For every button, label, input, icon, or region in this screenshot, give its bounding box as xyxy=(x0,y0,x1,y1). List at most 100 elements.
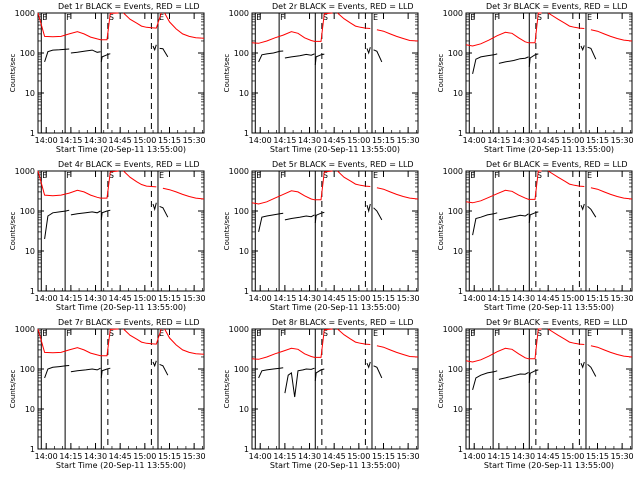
events-series-line xyxy=(498,56,529,64)
x-tick-label: 15:30 xyxy=(611,294,634,303)
y-tick-label: 1 xyxy=(244,287,249,296)
x-tick-label: 14:15 xyxy=(273,294,296,303)
event-marker-label: E xyxy=(256,329,261,338)
detector-panel-4: Det 4r BLACK = Events, RED = LLD 1 10 100 10… xyxy=(9,160,206,312)
y-tick-label: 1 xyxy=(30,287,35,296)
events-series-line xyxy=(373,49,383,63)
lld-series-line xyxy=(251,12,333,44)
x-axis-label: Start Time (20-Sep-11 13:55:00) xyxy=(56,145,186,154)
lld-series-line xyxy=(465,170,542,204)
panel-title: Det 7r BLACK = Events, RED = LLD xyxy=(58,318,200,327)
y-axis-label: Counts/sec xyxy=(437,54,445,93)
x-tick-label: 15:00 xyxy=(133,136,156,145)
events-series-line xyxy=(258,50,284,63)
x-tick-label: 14:00 xyxy=(35,294,58,303)
detector-panel-5: Det 5r BLACK = Events, RED = LLD 1 10 100 10… xyxy=(223,160,420,312)
lld-series-line xyxy=(164,12,205,39)
detector-panel-2: Det 2r BLACK = Events, RED = LLD 1 10 100 10… xyxy=(223,2,420,154)
panel-title: Det 1r BLACK = Events, RED = LLD xyxy=(58,2,200,11)
events-series-line xyxy=(258,212,284,233)
detector-panel-7: Det 7r BLACK = Events, RED = LLD 1 10 100 10… xyxy=(9,318,206,470)
y-tick-label: 100 xyxy=(234,49,249,58)
x-tick-label: 14:00 xyxy=(463,452,486,461)
x-tick-label: 14:00 xyxy=(35,452,58,461)
x-tick-label: 15:15 xyxy=(586,136,609,145)
x-tick-label: 15:30 xyxy=(183,294,206,303)
x-tick-label: 14:30 xyxy=(84,294,107,303)
lld-series-line xyxy=(37,12,119,41)
y-tick-label: 100 xyxy=(448,365,463,374)
y-axis-label: Counts/sec xyxy=(223,212,231,251)
y-tick-label: 100 xyxy=(448,207,463,216)
lld-series-line xyxy=(37,170,119,199)
event-marker-label: F xyxy=(494,329,499,338)
lld-series-line xyxy=(547,328,585,345)
y-tick-label: 1000 xyxy=(229,325,249,334)
x-axis-label: Start Time (20-Sep-11 13:55:00) xyxy=(484,303,614,312)
event-marker-label: S xyxy=(109,329,114,338)
y-axis-label: Counts/sec xyxy=(437,370,445,409)
x-tick-label: 14:45 xyxy=(109,452,132,461)
x-tick-label: 15:15 xyxy=(372,452,395,461)
events-series-line xyxy=(159,363,169,376)
events-series-line xyxy=(44,209,70,240)
x-tick-label: 14:30 xyxy=(298,136,321,145)
lld-series-line xyxy=(376,345,419,358)
y-axis-label: Counts/sec xyxy=(9,370,17,409)
y-tick-label: 10 xyxy=(239,247,249,256)
x-tick-label: 14:15 xyxy=(273,136,296,145)
x-tick-label: 15:30 xyxy=(397,294,420,303)
event-marker-label: E xyxy=(587,329,592,338)
y-tick-label: 10 xyxy=(239,89,249,98)
x-tick-label: 14:45 xyxy=(109,294,132,303)
x-tick-label: 14:15 xyxy=(487,294,510,303)
events-series-line xyxy=(314,211,325,224)
x-tick-label: 15:15 xyxy=(158,452,181,461)
x-tick-label: 14:15 xyxy=(59,136,82,145)
event-marker-label: F xyxy=(494,13,499,22)
lld-series-line xyxy=(162,187,205,200)
events-series-line xyxy=(528,211,539,224)
x-tick-label: 15:30 xyxy=(397,136,420,145)
detector-panel-8: Det 8r BLACK = Events, RED = LLD 1 10 100 10… xyxy=(223,318,420,470)
panel-title: Det 8r BLACK = Events, RED = LLD xyxy=(272,318,414,327)
events-series-line xyxy=(314,368,325,382)
x-tick-label: 15:00 xyxy=(561,294,584,303)
event-marker-label: E xyxy=(373,329,378,338)
event-marker-label: E xyxy=(42,13,47,22)
panel-title: Det 9r BLACK = Events, RED = LLD xyxy=(486,318,628,327)
y-tick-label: 100 xyxy=(20,49,35,58)
panel-title: Det 3r BLACK = Events, RED = LLD xyxy=(486,2,628,11)
events-series-line xyxy=(152,360,157,368)
event-marker-label: F xyxy=(280,171,285,180)
x-tick-label: 14:15 xyxy=(273,452,296,461)
x-tick-label: 14:00 xyxy=(249,294,272,303)
events-series-line xyxy=(159,205,169,218)
plot-frame xyxy=(251,12,419,134)
event-marker-label: E xyxy=(256,13,261,22)
events-series-line xyxy=(314,53,325,66)
y-axis-label: Counts/sec xyxy=(9,212,17,251)
y-tick-label: 10 xyxy=(453,247,463,256)
x-tick-label: 15:00 xyxy=(347,452,370,461)
detector-panel-3: Det 3r BLACK = Events, RED = LLD 1 10 100 10… xyxy=(437,2,634,154)
events-series-line xyxy=(472,212,498,236)
y-tick-label: 10 xyxy=(25,247,35,256)
lld-series-line xyxy=(376,29,419,42)
x-tick-label: 14:45 xyxy=(323,452,346,461)
x-tick-label: 14:30 xyxy=(512,294,535,303)
lld-series-line xyxy=(251,328,333,360)
events-series-line xyxy=(366,47,371,55)
x-tick-label: 15:00 xyxy=(133,294,156,303)
event-marker-label: E xyxy=(373,171,378,180)
y-axis-label: Counts/sec xyxy=(437,212,445,251)
event-marker-label: F xyxy=(280,13,285,22)
y-tick-label: 1000 xyxy=(15,9,35,18)
y-axis-label: Counts/sec xyxy=(223,54,231,93)
events-series-line xyxy=(366,203,371,213)
x-axis-label: Start Time (20-Sep-11 13:55:00) xyxy=(484,461,614,470)
x-tick-label: 15:15 xyxy=(586,452,609,461)
events-series-line xyxy=(587,364,597,377)
x-tick-label: 14:00 xyxy=(249,452,272,461)
events-series-line xyxy=(587,46,597,60)
